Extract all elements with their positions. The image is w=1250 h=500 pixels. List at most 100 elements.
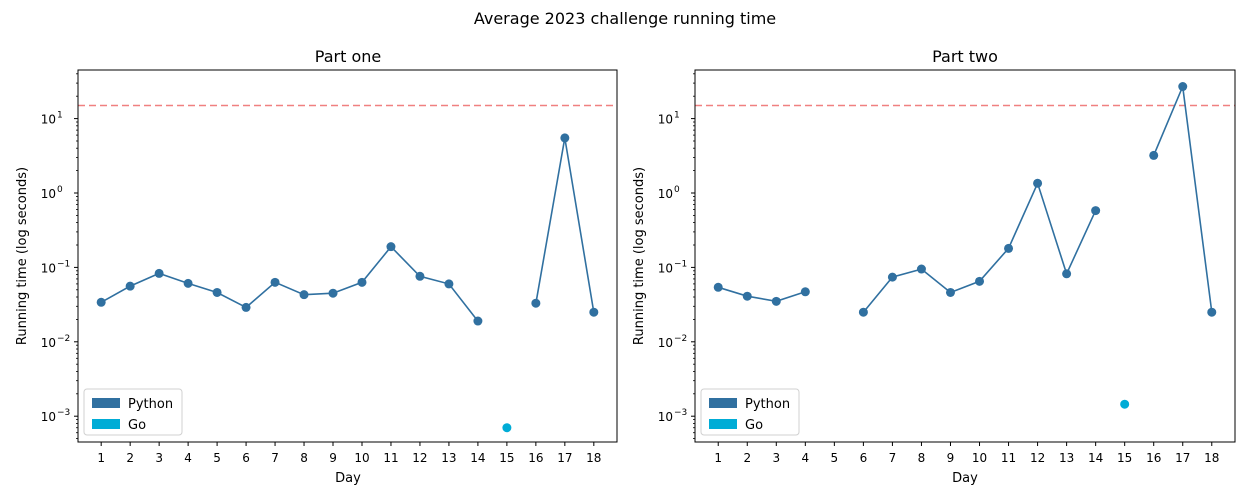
x-tick-label: 15 bbox=[1117, 451, 1132, 465]
y-tick-label: 10 bbox=[658, 113, 673, 127]
y-tick-exponent: 1 bbox=[57, 111, 63, 121]
x-tick-label: 6 bbox=[860, 451, 868, 465]
data-point-python bbox=[125, 281, 135, 291]
legend-swatch-python bbox=[92, 398, 120, 408]
data-point-python bbox=[473, 316, 483, 326]
x-tick-label: 2 bbox=[126, 451, 134, 465]
panel-title: Part one bbox=[315, 47, 381, 66]
x-tick-label: 17 bbox=[1175, 451, 1190, 465]
x-tick-label: 17 bbox=[557, 451, 572, 465]
series-line-python bbox=[100, 245, 479, 322]
legend-label-go: Go bbox=[745, 418, 763, 433]
x-tick-label: 18 bbox=[586, 451, 601, 465]
data-point-python bbox=[1178, 82, 1188, 92]
data-point-python bbox=[1091, 206, 1101, 216]
data-point-python bbox=[328, 288, 338, 298]
legend-label-python: Python bbox=[745, 397, 790, 412]
x-tick-label: 8 bbox=[918, 451, 926, 465]
x-tick-label: 10 bbox=[972, 451, 987, 465]
data-point-python bbox=[887, 272, 897, 282]
legend-swatch-go bbox=[92, 419, 120, 429]
legend-label-go: Go bbox=[128, 418, 146, 433]
data-point-go bbox=[1120, 399, 1130, 409]
y-axis-label: Running time (log seconds) bbox=[632, 167, 647, 345]
data-point-python bbox=[916, 264, 926, 274]
y-tick-label: 10 bbox=[41, 410, 56, 424]
x-tick-label: 4 bbox=[184, 451, 192, 465]
x-tick-label: 16 bbox=[528, 451, 543, 465]
panel-part-one: Part one Day Running time (log seconds) … bbox=[15, 47, 618, 486]
data-point-python bbox=[1033, 178, 1043, 188]
x-tick-label: 11 bbox=[383, 451, 398, 465]
y-tick-exponent: 0 bbox=[674, 185, 680, 195]
data-point-python bbox=[858, 307, 868, 317]
y-tick-exponent: −1 bbox=[674, 259, 687, 269]
x-tick-label: 9 bbox=[947, 451, 955, 465]
data-point-python bbox=[212, 287, 222, 297]
data-point-python bbox=[183, 278, 193, 288]
y-tick-label: 10 bbox=[41, 261, 56, 275]
y-tick-label: 10 bbox=[658, 187, 673, 201]
x-axis-label: Day bbox=[952, 471, 978, 486]
data-point-python bbox=[1149, 150, 1159, 160]
axes-frame bbox=[694, 69, 1236, 443]
x-tick-label: 3 bbox=[155, 451, 163, 465]
x-tick-label: 12 bbox=[1030, 451, 1045, 465]
x-tick-label: 18 bbox=[1204, 451, 1219, 465]
data-point-python bbox=[444, 279, 454, 289]
panel-title: Part two bbox=[932, 47, 998, 66]
y-tick-exponent: −3 bbox=[674, 408, 687, 418]
y-tick-label: 10 bbox=[658, 410, 673, 424]
data-point-python bbox=[154, 268, 164, 278]
panel-part-two: Part two Day Running time (log seconds) … bbox=[632, 47, 1236, 486]
data-point-python bbox=[945, 287, 955, 297]
x-tick-label: 5 bbox=[831, 451, 839, 465]
data-point-go bbox=[502, 423, 512, 433]
y-tick-exponent: −3 bbox=[57, 408, 70, 418]
y-tick-label: 10 bbox=[658, 261, 673, 275]
x-tick-label: 3 bbox=[772, 451, 780, 465]
data-point-python bbox=[386, 242, 396, 252]
x-tick-label: 13 bbox=[1059, 451, 1074, 465]
series-line-python bbox=[717, 286, 806, 303]
legend-label-python: Python bbox=[128, 397, 173, 412]
data-point-python bbox=[1062, 269, 1072, 279]
data-point-python bbox=[975, 276, 985, 286]
x-tick-label: 12 bbox=[412, 451, 427, 465]
y-tick-label: 10 bbox=[658, 336, 673, 350]
x-tick-label: 7 bbox=[889, 451, 897, 465]
x-tick-label: 6 bbox=[242, 451, 250, 465]
x-tick-label: 8 bbox=[300, 451, 308, 465]
y-tick-label: 10 bbox=[41, 187, 56, 201]
y-tick-exponent: −2 bbox=[674, 334, 687, 344]
data-point-python bbox=[771, 296, 781, 306]
y-tick-exponent: 1 bbox=[674, 111, 680, 121]
data-point-python bbox=[357, 277, 367, 287]
x-tick-label: 2 bbox=[743, 451, 751, 465]
y-tick-exponent: −2 bbox=[57, 334, 70, 344]
series-line-python bbox=[862, 181, 1097, 313]
x-tick-label: 1 bbox=[714, 451, 722, 465]
axes-frame bbox=[77, 69, 618, 443]
y-axis-label: Running time (log seconds) bbox=[15, 167, 30, 345]
data-point-python bbox=[531, 298, 541, 308]
x-tick-label: 16 bbox=[1146, 451, 1161, 465]
series-line-python bbox=[1152, 83, 1213, 313]
x-tick-label: 10 bbox=[354, 451, 369, 465]
figure-suptitle: Average 2023 challenge running time bbox=[474, 9, 776, 28]
data-point-python bbox=[96, 297, 106, 307]
legend-swatch-python bbox=[709, 398, 737, 408]
x-tick-label: 7 bbox=[271, 451, 279, 465]
y-tick-label: 10 bbox=[41, 336, 56, 350]
data-point-python bbox=[1207, 307, 1217, 317]
data-point-python bbox=[415, 271, 425, 281]
x-tick-label: 13 bbox=[441, 451, 456, 465]
data-point-python bbox=[800, 287, 810, 297]
legend: Python Go bbox=[83, 388, 183, 436]
x-tick-label: 4 bbox=[802, 451, 810, 465]
series-line-python bbox=[535, 137, 595, 313]
data-point-python bbox=[299, 290, 309, 300]
data-point-python bbox=[1004, 243, 1014, 253]
data-point-python bbox=[742, 291, 752, 301]
